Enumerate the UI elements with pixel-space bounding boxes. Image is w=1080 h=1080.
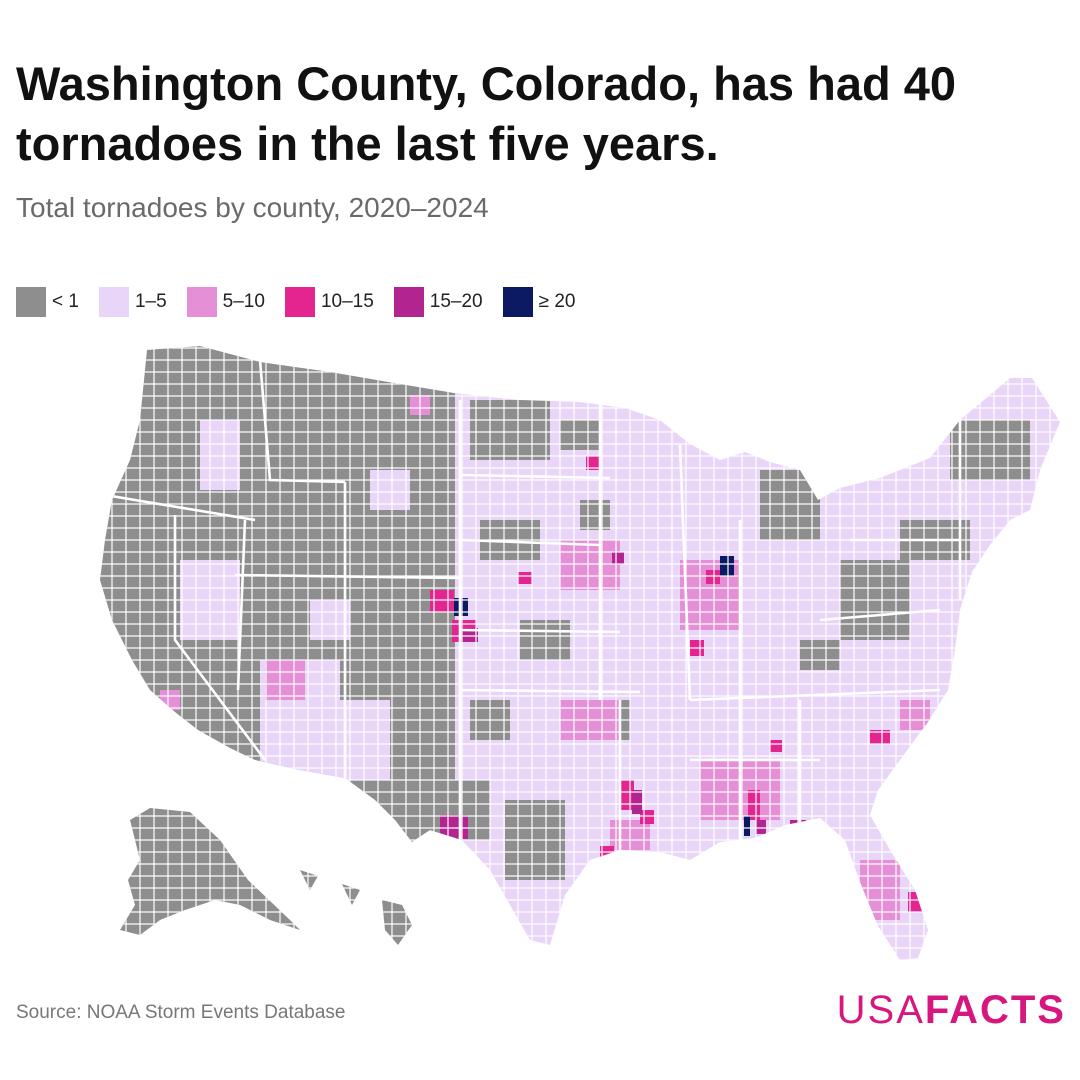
state-borders — [104, 359, 962, 850]
county-borders — [100, 346, 1060, 960]
map-svg — [100, 346, 1060, 960]
state-border — [459, 688, 641, 694]
state-border — [678, 444, 692, 701]
legend-item-5-10: 5–10 — [186, 287, 265, 317]
usafacts-logo: USAFACTS — [836, 988, 1066, 1032]
legend-item-15-20: 15–20 — [393, 287, 483, 317]
state-border — [689, 688, 941, 702]
state-border — [234, 573, 461, 580]
legend-label: 10–15 — [320, 291, 374, 312]
state-border — [459, 473, 611, 480]
legend-item-1-5: 1–5 — [98, 287, 167, 317]
state-border — [258, 359, 346, 484]
state-border — [104, 493, 256, 522]
chart-subtitle: Total tornadoes by county, 2020–2024 — [16, 192, 489, 223]
legend-swatch — [284, 287, 315, 317]
state-border — [459, 538, 601, 547]
legend-label: 5–10 — [222, 291, 265, 312]
state-border — [236, 519, 247, 691]
legend-swatch — [98, 287, 129, 317]
legend-item-10-15: 10–15 — [284, 287, 374, 317]
legend-swatch — [393, 287, 424, 317]
state-border — [819, 608, 941, 622]
legend-label: 1–5 — [134, 291, 167, 312]
legend-label: 15–20 — [429, 291, 483, 312]
legend-swatch — [16, 287, 46, 317]
legend-item-ge20: ≥ 20 — [502, 287, 576, 317]
legend-item-lt1: < 1 — [16, 287, 79, 317]
us-county-map — [0, 335, 1080, 965]
state-border — [173, 515, 267, 761]
state-border — [459, 628, 621, 634]
legend-label: < 1 — [52, 291, 79, 312]
chart-title: Washington County, Colorado, has had 40 … — [16, 57, 957, 170]
legend: < 1 1–5 5–10 10–15 15–20 ≥ 20 — [16, 287, 595, 317]
legend-swatch — [186, 287, 217, 317]
legend-swatch — [502, 287, 533, 317]
legend-label: ≥ 20 — [538, 291, 576, 312]
source-note: Source: NOAA Storm Events Database — [16, 1002, 346, 1023]
